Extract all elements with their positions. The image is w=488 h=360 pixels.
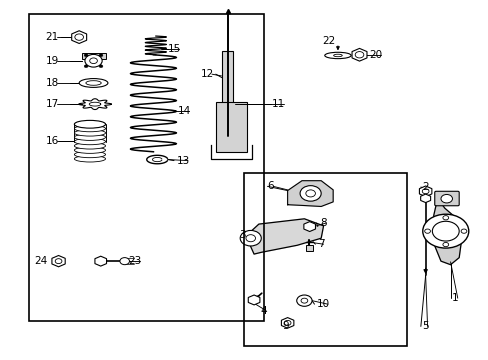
Ellipse shape — [86, 81, 101, 85]
Text: 14: 14 — [177, 106, 190, 116]
Text: 13: 13 — [176, 156, 189, 166]
Bar — [305, 245, 312, 251]
Circle shape — [75, 34, 83, 40]
Text: 22: 22 — [322, 36, 335, 46]
Circle shape — [245, 235, 255, 242]
Polygon shape — [52, 256, 65, 267]
Circle shape — [284, 320, 290, 325]
Ellipse shape — [74, 151, 105, 158]
Circle shape — [240, 230, 261, 246]
Polygon shape — [420, 194, 430, 203]
Bar — [81, 53, 105, 59]
Ellipse shape — [74, 120, 105, 128]
Polygon shape — [72, 31, 86, 44]
Text: 3: 3 — [238, 230, 245, 240]
Circle shape — [84, 54, 88, 57]
Circle shape — [296, 295, 311, 306]
Text: 5: 5 — [421, 321, 427, 332]
Bar — [215, 102, 246, 152]
Text: 24: 24 — [35, 256, 48, 266]
Circle shape — [442, 216, 447, 220]
Text: 2: 2 — [421, 182, 427, 192]
Circle shape — [120, 258, 129, 265]
Circle shape — [460, 229, 466, 233]
Ellipse shape — [333, 54, 342, 57]
Ellipse shape — [74, 138, 105, 145]
Text: 1: 1 — [451, 293, 458, 303]
Text: 4: 4 — [260, 306, 266, 315]
Polygon shape — [419, 186, 431, 197]
Text: 18: 18 — [45, 78, 59, 88]
FancyBboxPatch shape — [434, 191, 458, 206]
Ellipse shape — [79, 78, 108, 87]
Polygon shape — [281, 318, 293, 328]
Text: 17: 17 — [45, 99, 59, 109]
Text: 12: 12 — [200, 69, 213, 79]
Circle shape — [431, 221, 458, 241]
Text: 11: 11 — [272, 99, 285, 109]
Circle shape — [305, 190, 315, 197]
Circle shape — [301, 298, 307, 303]
Ellipse shape — [74, 130, 105, 136]
Ellipse shape — [74, 121, 105, 127]
Bar — [244, 173, 407, 346]
Polygon shape — [303, 222, 315, 231]
Ellipse shape — [74, 134, 105, 140]
Circle shape — [440, 194, 451, 203]
Text: 16: 16 — [45, 136, 59, 146]
Ellipse shape — [74, 125, 105, 132]
Polygon shape — [95, 256, 106, 266]
Circle shape — [354, 51, 363, 58]
Bar — [29, 14, 263, 321]
Text: 21: 21 — [45, 32, 59, 42]
Ellipse shape — [74, 143, 105, 149]
Circle shape — [422, 214, 468, 248]
Ellipse shape — [74, 147, 105, 153]
Circle shape — [99, 65, 102, 68]
Circle shape — [84, 65, 88, 68]
Text: 15: 15 — [167, 45, 181, 54]
Ellipse shape — [74, 156, 105, 162]
Circle shape — [442, 242, 447, 247]
Circle shape — [300, 186, 321, 201]
Text: 7: 7 — [317, 239, 324, 249]
Circle shape — [424, 229, 429, 233]
Polygon shape — [287, 181, 332, 207]
Text: 19: 19 — [45, 56, 59, 66]
Text: 9: 9 — [281, 321, 288, 332]
Ellipse shape — [324, 52, 350, 59]
Polygon shape — [248, 295, 259, 305]
Text: 23: 23 — [128, 256, 142, 266]
Circle shape — [99, 54, 102, 57]
Polygon shape — [351, 48, 366, 61]
Text: 20: 20 — [368, 50, 382, 60]
Bar — [222, 51, 233, 104]
Polygon shape — [249, 219, 323, 254]
Circle shape — [89, 58, 97, 64]
Circle shape — [422, 189, 428, 194]
Text: 6: 6 — [267, 181, 274, 192]
Polygon shape — [431, 203, 460, 265]
Text: 10: 10 — [316, 299, 329, 309]
Text: 8: 8 — [320, 218, 326, 228]
Circle shape — [85, 54, 102, 67]
Circle shape — [55, 259, 62, 264]
